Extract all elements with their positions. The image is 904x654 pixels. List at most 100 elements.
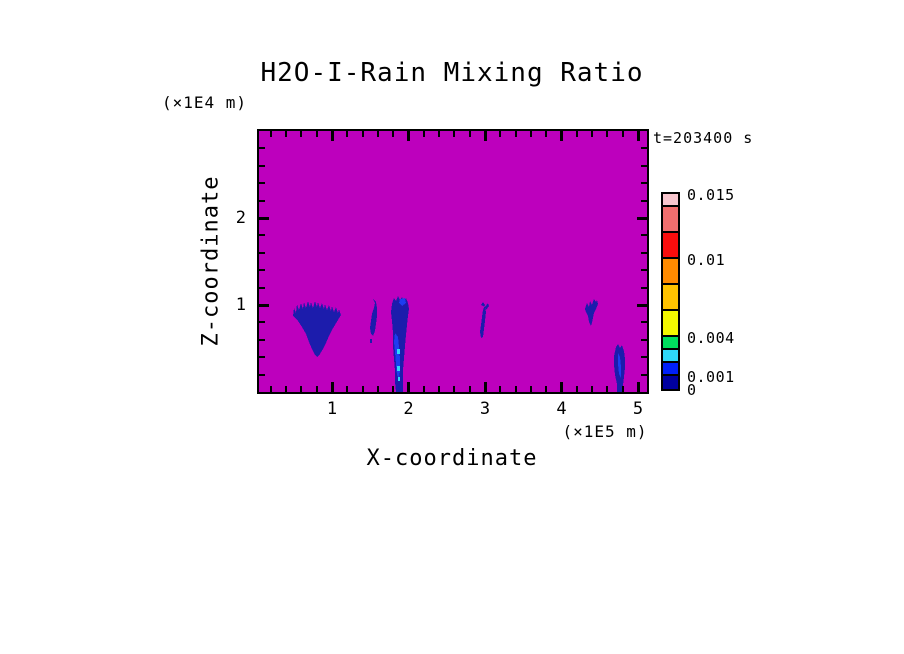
y-tick-label: 2 xyxy=(235,208,246,228)
plot-area xyxy=(259,131,647,392)
plot-frame xyxy=(257,129,649,394)
y-axis-tick xyxy=(641,286,647,289)
x-axis-tick xyxy=(483,131,487,141)
y-axis-tick xyxy=(641,373,647,376)
x-tick-label: 5 xyxy=(632,399,644,419)
colorbar-segment xyxy=(663,363,678,376)
colorbar-label: 0.004 xyxy=(687,329,735,347)
colorbar-label: 0.001 xyxy=(687,368,735,386)
x-axis-tick xyxy=(269,131,272,137)
x-tick-label: 4 xyxy=(556,399,567,419)
timestamp-label: t=203400 s xyxy=(653,129,754,147)
y-axis-tick xyxy=(641,321,647,324)
x-axis-tick xyxy=(499,131,502,137)
x-axis-tick xyxy=(330,131,334,141)
x-axis-tick xyxy=(545,386,548,392)
y-axis-tick xyxy=(641,182,647,185)
x-axis-tick xyxy=(422,131,425,137)
x-axis-tick xyxy=(621,386,624,392)
y-axis-tick xyxy=(641,338,647,341)
x-axis-tick xyxy=(483,382,487,392)
x-axis-tick xyxy=(453,131,456,137)
bird-wisp-shape xyxy=(585,299,598,326)
colorbar-segment xyxy=(663,233,678,259)
x-axis-tick xyxy=(269,386,272,392)
x-axis-tick xyxy=(514,386,517,392)
x-axis-tick xyxy=(422,386,425,392)
x-axis-tick xyxy=(407,131,410,141)
y-axis-tick xyxy=(637,216,647,220)
colorbar-label: 0 xyxy=(687,381,697,399)
y-axis-tick xyxy=(641,147,647,150)
y-axis-tick xyxy=(259,373,265,376)
y-axis-tick xyxy=(259,303,269,307)
x-axis-tick xyxy=(315,386,318,392)
y-axis-tick xyxy=(259,251,265,254)
x-axis-tick xyxy=(606,131,609,137)
y-axis-tick xyxy=(259,164,265,167)
colorbar-label: 0.01 xyxy=(687,251,726,269)
y-axis-tick xyxy=(641,269,647,272)
x-axis-unit-label: (×1E5 m) xyxy=(562,422,648,441)
x-axis-tick xyxy=(468,131,471,137)
y-axis-unit-label: (×1E4 m) xyxy=(162,93,248,112)
x-axis-tick xyxy=(438,131,441,137)
x-axis-tick xyxy=(361,386,364,392)
x-axis-tick xyxy=(560,131,563,141)
main-shaft-specks-shape xyxy=(397,349,400,381)
x-axis-tick xyxy=(376,386,379,392)
colorbar-segment xyxy=(663,285,678,311)
colorbar-segment xyxy=(663,194,678,207)
x-axis-tick xyxy=(545,131,548,137)
y-axis-title: Z-coordinate xyxy=(198,175,224,347)
colorbar-segment xyxy=(663,259,678,285)
x-axis-tick xyxy=(330,382,334,392)
y-axis-tick xyxy=(259,199,265,202)
x-axis-tick xyxy=(361,131,364,137)
chart-title: H2O-I-Rain Mixing Ratio xyxy=(260,58,644,88)
y-axis-tick xyxy=(259,356,265,359)
x-axis-tick xyxy=(438,386,441,392)
x-axis-tick xyxy=(621,131,624,137)
x-axis-tick xyxy=(346,131,349,137)
y-axis-tick xyxy=(259,216,269,220)
y-axis-tick xyxy=(259,269,265,272)
x-axis-tick xyxy=(529,131,532,137)
x-axis-tick xyxy=(392,386,395,392)
x-axis-tick xyxy=(591,386,594,392)
y-tick-label: 1 xyxy=(235,295,246,315)
x-tick-label: 3 xyxy=(479,399,491,419)
x-axis-tick xyxy=(300,386,303,392)
y-axis-tick xyxy=(641,234,647,237)
x-axis-tick xyxy=(300,131,303,137)
x-axis-tick xyxy=(285,131,288,137)
y-axis-tick xyxy=(637,303,647,307)
main-rain-shaft-shape xyxy=(391,296,409,392)
y-axis-tick xyxy=(259,338,265,341)
x-axis-tick xyxy=(575,386,578,392)
right-shaft-core-shape xyxy=(618,353,621,378)
rain-field-svg xyxy=(293,296,625,392)
colorbar-segment xyxy=(663,350,678,363)
funnel-plume-shape xyxy=(293,301,341,357)
x-tick-label: 1 xyxy=(326,399,338,419)
x-axis-tick xyxy=(392,131,395,137)
y-axis-tick xyxy=(259,234,265,237)
x-axis-tick xyxy=(606,386,609,392)
x-axis-tick xyxy=(468,386,471,392)
y-axis-tick xyxy=(641,251,647,254)
x-axis-tick xyxy=(376,131,379,137)
x-axis-tick xyxy=(453,386,456,392)
y-axis-tick xyxy=(641,356,647,359)
y-axis-tick xyxy=(641,199,647,202)
x-axis-tick xyxy=(499,386,502,392)
y-axis-tick xyxy=(259,321,265,324)
small-wisp-shape xyxy=(480,302,489,338)
y-axis-tick xyxy=(641,164,647,167)
thin-wisp-shape xyxy=(370,299,377,343)
y-axis-tick xyxy=(259,286,265,289)
colorbar-label: 0.015 xyxy=(687,186,735,204)
x-axis-tick xyxy=(346,386,349,392)
colorbar-segment xyxy=(663,311,678,337)
